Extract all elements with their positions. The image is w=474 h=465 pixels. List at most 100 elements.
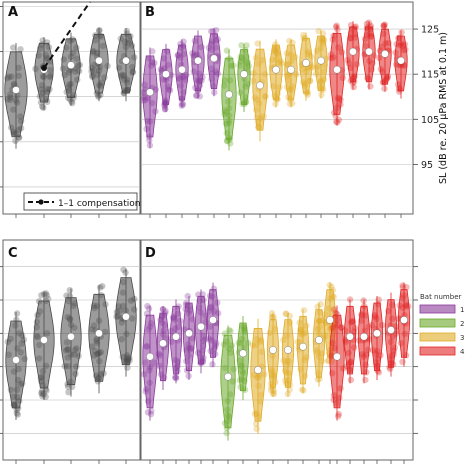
violin-a-3-point <box>69 49 77 56</box>
violin-c-2-point <box>39 390 46 397</box>
violin-b-bat4-5-point <box>399 42 406 49</box>
violin-d-bat3-5-point <box>316 353 323 360</box>
violin-c-4-point <box>95 374 102 382</box>
violin-d-bat3-4-point <box>296 319 303 326</box>
violin-c-2-point <box>40 290 48 298</box>
violin-d-bat1-2-point <box>160 374 168 381</box>
violin-a-4-point <box>98 79 105 86</box>
violin-d-bat4-3-point <box>358 317 365 324</box>
violin-b-bat1-1-point <box>141 81 148 88</box>
violin-d-bat3-6-point <box>329 286 337 294</box>
violin-a-3-point <box>74 76 81 83</box>
violin-d-bat1-5-point <box>195 304 203 311</box>
violin-b-bat2-1-point <box>225 112 233 119</box>
violin-d-bat1-3-point <box>174 310 182 317</box>
violin-b-bat3-5-point <box>318 35 325 42</box>
violin-b-bat3-5-point <box>318 91 325 99</box>
violin-c-1-point <box>13 406 20 414</box>
violin-b-bat1-5-point <box>212 37 220 44</box>
violin-b-bat3-2-point <box>273 55 280 63</box>
violin-b-bat1-4-point <box>198 77 205 84</box>
violin-c-5-point <box>119 289 127 296</box>
violin-b-bat3-5-point <box>318 38 325 45</box>
violin-a-2-point <box>44 98 51 106</box>
violin-c-5-point <box>129 315 136 322</box>
violin-d-bat4-5-point <box>389 315 396 322</box>
violin-b-bat4-1-point <box>336 95 343 102</box>
violin-d-bat2-2-point <box>240 323 247 330</box>
violin-a-5-point <box>125 39 132 47</box>
violin-b-bat3-1-point <box>262 93 269 100</box>
violin-d-bat2-1-point <box>223 338 230 345</box>
violin-d-bat4-6-median <box>400 316 408 324</box>
violin-d-bat4-5-point <box>388 359 395 366</box>
violin-b-bat3-1-point <box>259 56 266 64</box>
violin-c-2-point <box>42 393 49 400</box>
violin-b-bat4-3-point <box>364 25 371 32</box>
violin-d-bat3-1-point <box>258 348 266 355</box>
violin-d-bat1-5-point <box>200 332 208 339</box>
violin-c-2-point <box>43 292 50 299</box>
violin-d-bat4-1-point <box>328 352 335 360</box>
violin-c-2-point <box>33 324 40 331</box>
violin-a-2-point <box>47 72 54 80</box>
violin-b-bat1-2-point <box>165 83 172 90</box>
violin-c-1-point <box>11 401 18 408</box>
violin-d-bat1-4-point <box>183 357 190 365</box>
violin-b-bat2-2-point <box>242 58 250 66</box>
violin-c-1-point <box>15 376 22 384</box>
violin-b-bat1-1-point <box>144 94 151 102</box>
violin-b-bat4-3-point <box>363 20 371 27</box>
violin-a-4-point <box>89 73 96 81</box>
violin-b-bat2-2-point <box>242 64 249 72</box>
violin-c-4-point <box>97 371 104 378</box>
violin-b-bat1-5-point <box>208 76 215 83</box>
violin-c-5-median <box>122 312 130 321</box>
violin-d-bat4-4-point <box>372 313 379 321</box>
violin-d-bat4-6-point <box>400 292 407 299</box>
violin-b-bat4-5-point <box>393 40 400 48</box>
violin-a-5-point <box>121 39 129 46</box>
violin-d-bat1-1-point <box>144 409 152 416</box>
violin-d-bat1-6-point <box>205 308 212 315</box>
violin-d-bat3-3-point <box>280 357 287 364</box>
violin-d-bat1-5-point <box>197 309 204 316</box>
violin-d-bat1-6-point <box>210 285 218 292</box>
violin-b-bat3-4-point <box>304 91 311 99</box>
violin-d-bat1-3-point <box>171 325 179 332</box>
violin-a-2-point <box>44 56 51 63</box>
violin-a-4-point <box>104 62 111 70</box>
violin-b-bat4-2-point <box>352 23 359 30</box>
violin-d-bat1-5-point <box>194 349 202 356</box>
violin-c-5-point <box>120 279 127 286</box>
violin-d-bat3-2-point <box>267 387 275 394</box>
violin-c-5-point <box>124 356 131 364</box>
violin-b-bat2-1-point <box>225 104 233 112</box>
violin-c-4-point <box>97 349 105 356</box>
violin-d-bat4-6-point <box>397 340 405 347</box>
violin-d-bat3-3-point <box>286 386 293 393</box>
violin-c-2-point <box>42 290 49 297</box>
violin-b-bat1-5-point <box>211 32 219 39</box>
violin-c-2-point <box>37 374 44 382</box>
violin-a-3-point <box>76 61 84 69</box>
violin-b-bat1-3-point <box>179 101 187 108</box>
violin-c-3-median <box>67 332 75 341</box>
violin-b-bat3-3-median <box>287 65 295 74</box>
violin-b-bat1-2-point <box>160 55 167 62</box>
violin-d-bat2-1-point <box>226 326 233 334</box>
violin-d-bat2-1-point <box>227 349 234 356</box>
violin-d-bat1-3-point <box>175 303 182 310</box>
violin-d-bat4-4-point <box>373 347 381 355</box>
violin-d-bat2-2-point <box>236 357 243 364</box>
violin-c-1-point <box>7 386 15 393</box>
violin-b-bat4-1-point <box>333 22 340 29</box>
violin-b-bat4-2-point <box>347 64 354 72</box>
violin-d-bat4-6-point <box>399 358 406 365</box>
violin-a-2-point <box>42 51 50 59</box>
violin-d-bat4-4-point <box>374 355 381 363</box>
violin-d-bat3-2-point <box>269 314 276 321</box>
violin-d-bat3-2-point <box>269 371 276 378</box>
violin-b-bat2-1-point <box>223 137 231 145</box>
violin-a-2-point <box>38 82 46 89</box>
